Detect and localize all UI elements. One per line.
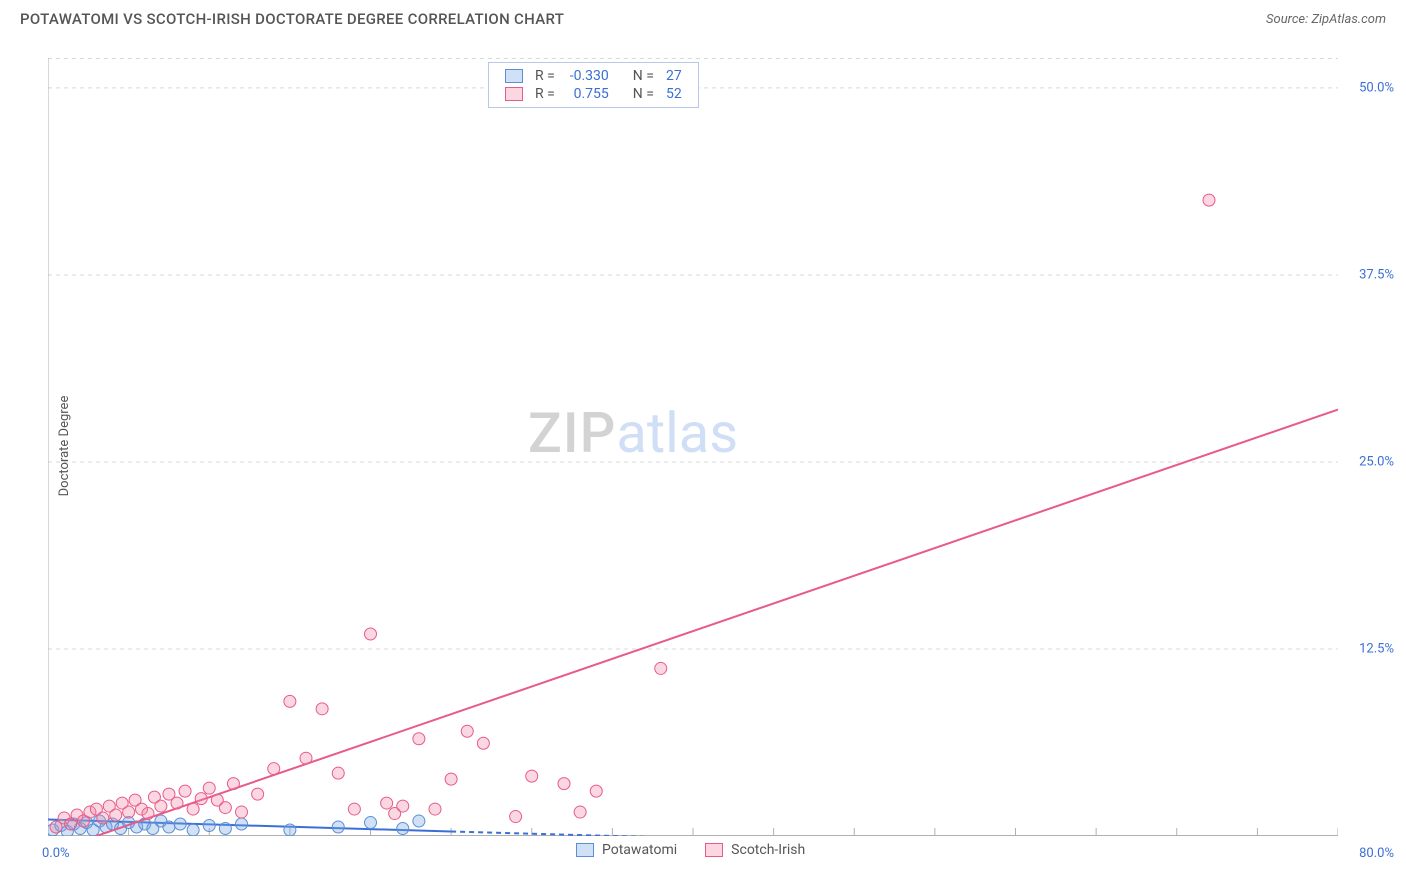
legend-stats-table: R =-0.330 N =27 R =0.755 N =52 bbox=[499, 67, 688, 103]
chart-plot-area: ZIPatlas R =-0.330 N =27 R =0.755 N =52 … bbox=[48, 58, 1338, 836]
source-attribution: Source: ZipAtlas.com bbox=[1266, 12, 1386, 27]
legend-swatch bbox=[576, 843, 594, 857]
legend-swatch bbox=[705, 843, 723, 857]
chart-title: POTAWATOMI VS SCOTCH-IRISH DOCTORATE DEG… bbox=[20, 10, 564, 28]
y-tick-label: 50.0% bbox=[1359, 80, 1394, 95]
x-max-label: 80.0% bbox=[1359, 846, 1394, 861]
legend-item-scotch-irish: Scotch-Irish bbox=[705, 842, 805, 858]
legend-label: Potawatomi bbox=[602, 842, 677, 858]
y-tick-label: 37.5% bbox=[1359, 267, 1394, 282]
y-tick-label: 12.5% bbox=[1359, 641, 1394, 656]
legend-label: Scotch-Irish bbox=[731, 842, 805, 858]
scatter-plot-svg bbox=[48, 58, 1338, 836]
y-tick-label: 25.0% bbox=[1359, 454, 1394, 469]
series-legend: Potawatomi Scotch-Irish bbox=[576, 842, 805, 858]
legend-item-potawatomi: Potawatomi bbox=[576, 842, 677, 858]
correlation-legend: R =-0.330 N =27 R =0.755 N =52 bbox=[488, 62, 699, 108]
x-origin-label: 0.0% bbox=[42, 846, 70, 861]
